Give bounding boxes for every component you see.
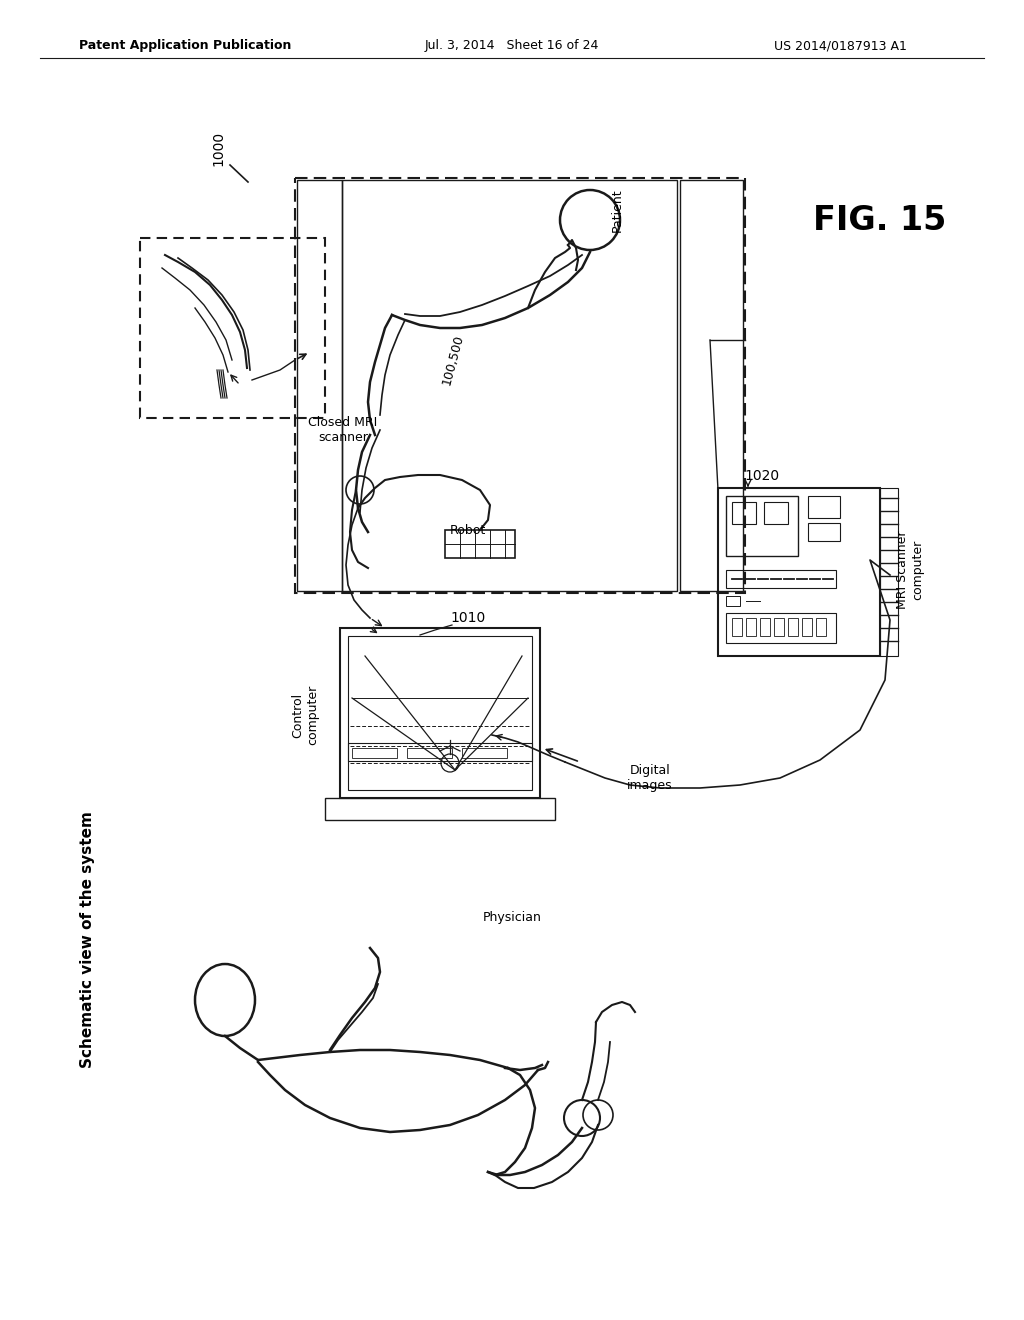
- Bar: [726, 597, 740, 606]
- Text: Patient: Patient: [610, 189, 624, 232]
- Text: MRI Scanner
computer: MRI Scanner computer: [896, 531, 924, 610]
- Text: Patent Application Publication: Patent Application Publication: [79, 40, 291, 53]
- Bar: [726, 570, 836, 587]
- Bar: [348, 636, 532, 789]
- Bar: [445, 531, 515, 558]
- Bar: [788, 618, 798, 636]
- Bar: [726, 612, 836, 643]
- Bar: [760, 618, 770, 636]
- Bar: [297, 180, 342, 591]
- Text: 1000: 1000: [211, 131, 225, 165]
- Text: Robot: Robot: [450, 524, 486, 536]
- Text: Schematic view of the system: Schematic view of the system: [81, 812, 95, 1068]
- Text: Digital
images: Digital images: [627, 764, 673, 792]
- Bar: [325, 799, 555, 820]
- Bar: [774, 618, 784, 636]
- Bar: [764, 502, 788, 524]
- Bar: [802, 618, 812, 636]
- Bar: [340, 628, 540, 799]
- Bar: [808, 496, 840, 517]
- Text: 1010: 1010: [450, 611, 485, 624]
- Bar: [407, 748, 452, 758]
- Text: Jul. 3, 2014   Sheet 16 of 24: Jul. 3, 2014 Sheet 16 of 24: [425, 40, 599, 53]
- Bar: [140, 238, 325, 418]
- Bar: [352, 748, 397, 758]
- Bar: [295, 178, 745, 593]
- Bar: [342, 180, 677, 591]
- Text: FIG. 15: FIG. 15: [813, 203, 946, 236]
- Bar: [732, 502, 756, 524]
- Bar: [808, 523, 840, 541]
- Bar: [680, 180, 743, 591]
- Bar: [880, 488, 898, 656]
- Bar: [746, 618, 756, 636]
- Bar: [726, 496, 798, 556]
- Text: 1020: 1020: [744, 469, 779, 483]
- Text: US 2014/0187913 A1: US 2014/0187913 A1: [773, 40, 906, 53]
- Text: Physician: Physician: [482, 912, 542, 924]
- Bar: [462, 748, 507, 758]
- Bar: [718, 488, 880, 656]
- Text: 100,500: 100,500: [440, 333, 466, 387]
- Text: Control
computer: Control computer: [291, 685, 319, 744]
- Bar: [732, 618, 742, 636]
- Bar: [348, 743, 532, 762]
- Bar: [816, 618, 826, 636]
- Text: Closed MRI
scanner: Closed MRI scanner: [308, 416, 378, 444]
